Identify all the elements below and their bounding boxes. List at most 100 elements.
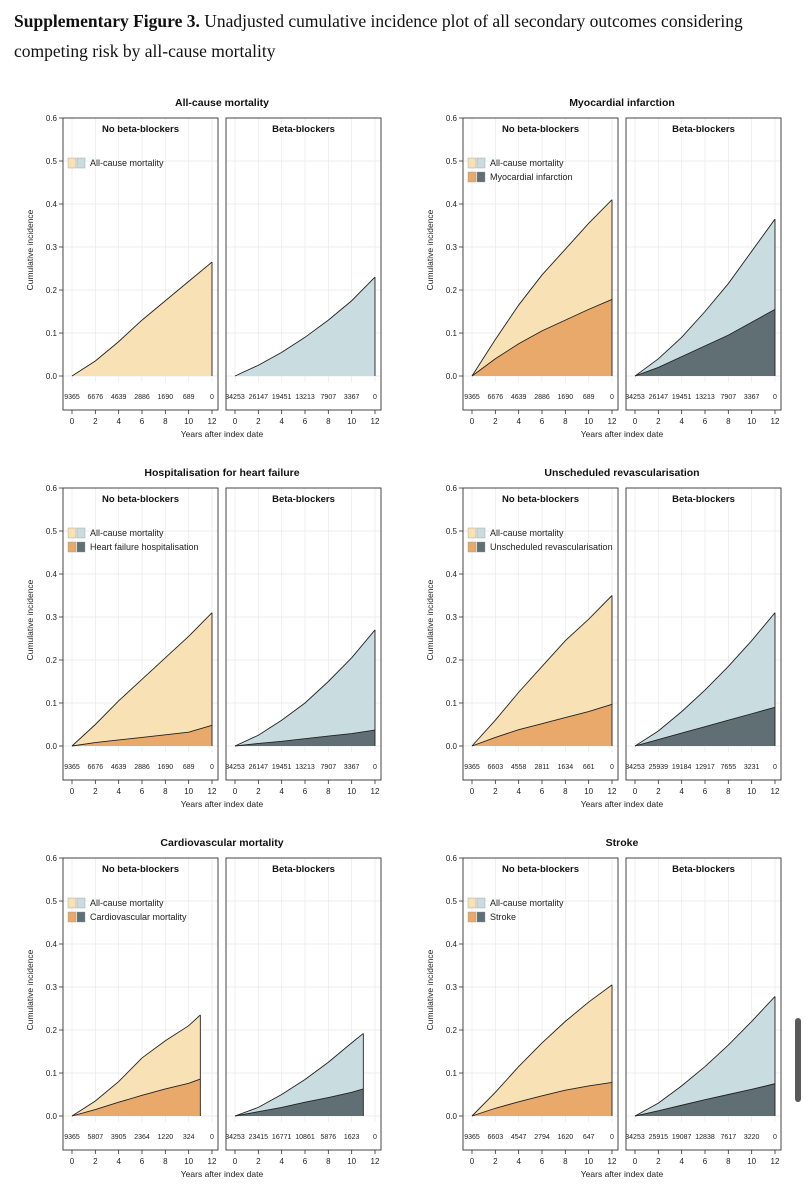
chart-4-bb-xtick-label: 10 bbox=[747, 787, 756, 796]
chart-6-no-bb-risk-count: 2794 bbox=[534, 1134, 550, 1141]
chart-5-legend-swatch-mortality-yes bbox=[76, 897, 86, 909]
chart-4-no-bb-xtick-label: 10 bbox=[584, 787, 593, 796]
chart-3-bb-risk-count: 19451 bbox=[272, 764, 292, 771]
chart-2-no-bb-xtick-label: 0 bbox=[470, 417, 475, 426]
chart-5-no-bb-xtick-label: 12 bbox=[208, 1157, 217, 1166]
chart-2-no-bb-xtick-label: 12 bbox=[608, 417, 617, 426]
chart-5-bb-outcome-line bbox=[234, 1088, 364, 1117]
chart-5-ytick-label: 0.5 bbox=[46, 897, 58, 906]
chart-3-no-bb-risk-count: 9365 bbox=[64, 764, 80, 771]
chart-1-no-bb-frame bbox=[62, 117, 219, 411]
chart-4-bb-frame bbox=[625, 487, 782, 781]
chart-2-bb-group-label: Beta-blockers bbox=[672, 124, 735, 135]
figure-caption-text: Unadjusted cumulative incidence plot of … bbox=[14, 11, 743, 61]
chart-3-bb-xtick-label: 2 bbox=[256, 787, 261, 796]
chart-1-no-bb-risk-count: 6676 bbox=[88, 394, 104, 401]
chart-2-legend-swatch-outcome-no bbox=[467, 171, 477, 183]
chart-3-legend-swatch-mortality-yes bbox=[76, 527, 86, 539]
chart-2-no-bb-xtick-label: 8 bbox=[563, 417, 568, 426]
chart-2-bb-risk-count: 19451 bbox=[672, 394, 692, 401]
chart-5-no-bb-risk-count: 0 bbox=[210, 1134, 214, 1141]
chart-1-bb-xtick-label: 6 bbox=[303, 417, 308, 426]
chart-5-no-bb-xtick-label: 2 bbox=[93, 1157, 98, 1166]
chart-2-legend-outcome: Myocardial infarction bbox=[490, 172, 573, 182]
chart-5-no-bb-xtick-label: 0 bbox=[70, 1157, 75, 1166]
chart-3-no-bb-risk-count: 6676 bbox=[88, 764, 104, 771]
chart-4-no-bb-xtick-label: 12 bbox=[608, 787, 617, 796]
chart-5-no-bb-frame bbox=[62, 857, 219, 1151]
chart-3-legend-swatch-outcome-yes bbox=[76, 541, 86, 553]
chart-3-ylabel: Cumulative incidence bbox=[25, 579, 35, 660]
chart-3-ytick-label: 0.0 bbox=[46, 742, 58, 751]
chart-4-bb-xtick-label: 8 bbox=[726, 787, 731, 796]
chart-6-no-bb-risk-count: 647 bbox=[583, 1134, 595, 1141]
chart-2-ytick-label: 0.1 bbox=[446, 329, 458, 338]
chart-3-no-bb-xtick-label: 8 bbox=[163, 787, 168, 796]
chart-1-bb-mortality-line bbox=[234, 276, 376, 377]
chart-4-no-bb-xtick-label: 2 bbox=[493, 787, 498, 796]
chart-5-bb-risk-count: 23415 bbox=[249, 1134, 269, 1141]
chart-5-no-bb-mortality-line bbox=[71, 1014, 201, 1117]
chart-4-bb-risk-count: 34253 bbox=[625, 764, 645, 771]
chart-3-ytick-label: 0.3 bbox=[46, 613, 58, 622]
chart-5-no-bb-xtick-label: 8 bbox=[163, 1157, 168, 1166]
chart-5-no-bb-risk-count: 3905 bbox=[111, 1134, 127, 1141]
chart-6-xlabel: Years after index date bbox=[581, 1169, 664, 1179]
chart-6-ytick-label: 0.1 bbox=[446, 1069, 458, 1078]
chart-1-legend-swatch-mortality-no bbox=[67, 157, 77, 169]
chart-1-bb-risk-count: 7907 bbox=[321, 394, 337, 401]
chart-6-no-bb-risk-count: 1620 bbox=[558, 1134, 574, 1141]
chart-3-legend-outcome: Heart failure hospitalisation bbox=[90, 542, 199, 552]
chart-6-ytick-label: 0.6 bbox=[446, 854, 458, 863]
chart-3-bb-xtick-label: 4 bbox=[279, 787, 284, 796]
chart-3-bb-outcome-area bbox=[235, 730, 375, 746]
chart-4-bb-outcome-line bbox=[634, 706, 776, 747]
chart-4-legend-mortality: All-cause mortality bbox=[490, 528, 564, 538]
chart-1-ytick-label: 0.3 bbox=[46, 243, 58, 252]
chart-2-ytick-label: 0.6 bbox=[446, 114, 458, 123]
chart-1-no-bb-xtick-label: 0 bbox=[70, 417, 75, 426]
chart-4-bb-risk-count: 0 bbox=[773, 764, 777, 771]
chart-3-no-bb-group-label: No beta-blockers bbox=[102, 494, 179, 505]
chart-6-bb-xtick-label: 6 bbox=[703, 1157, 708, 1166]
page-scrollbar-thumb[interactable] bbox=[795, 1018, 801, 1102]
chart-4-no-bb-mortality-line bbox=[471, 595, 613, 747]
chart-6-no-bb-mortality-area bbox=[472, 984, 612, 1116]
chart-1-bb-frame bbox=[225, 117, 382, 411]
chart-1-bb-risk-count: 19451 bbox=[272, 394, 292, 401]
chart-3-no-bb-xtick-label: 0 bbox=[70, 787, 75, 796]
chart-6-bb-xtick-label: 0 bbox=[633, 1157, 638, 1166]
chart-4-no-bb-frame bbox=[462, 487, 619, 781]
chart-6-ytick-label: 0.5 bbox=[446, 897, 458, 906]
chart-6-bb-xtick-label: 8 bbox=[726, 1157, 731, 1166]
chart-1-bb-xtick-label: 8 bbox=[326, 417, 331, 426]
chart-3-legend-swatch-outcome-no bbox=[67, 541, 77, 553]
chart-2-bb-xtick-label: 2 bbox=[656, 417, 661, 426]
chart-6-no-bb-risk-count: 9365 bbox=[464, 1134, 480, 1141]
chart-2-ytick-label: 0.5 bbox=[446, 157, 458, 166]
chart-2-bb-risk-count: 3367 bbox=[744, 394, 760, 401]
chart-6-no-bb-frame bbox=[462, 857, 619, 1151]
chart-1-no-bb-xtick-label: 4 bbox=[116, 417, 121, 426]
chart-3-no-bb-risk-count: 0 bbox=[210, 764, 214, 771]
chart-4-bb-risk-count: 12917 bbox=[695, 764, 715, 771]
figure-caption: Supplementary Figure 3. Unadjusted cumul… bbox=[14, 6, 774, 66]
chart-4-ytick-label: 0.5 bbox=[446, 527, 458, 536]
chart-3-bb-xtick-label: 12 bbox=[371, 787, 380, 796]
chart-5-title: Cardiovascular mortality bbox=[160, 837, 283, 849]
chart-6-no-bb-risk-count: 6603 bbox=[488, 1134, 504, 1141]
chart-5-legend-swatch-mortality-no bbox=[67, 897, 77, 909]
chart-4-ytick-label: 0.2 bbox=[446, 656, 458, 665]
chart-2-bb-risk-count: 7907 bbox=[721, 394, 737, 401]
chart-6-bb-risk-count: 0 bbox=[773, 1134, 777, 1141]
chart-1-bb-xtick-label: 4 bbox=[279, 417, 284, 426]
chart-6-ytick-label: 0.4 bbox=[446, 940, 458, 949]
chart-2-no-bb-risk-count: 2886 bbox=[534, 394, 550, 401]
chart-2-no-bb-risk-count: 6676 bbox=[488, 394, 504, 401]
chart-1-ylabel: Cumulative incidence bbox=[25, 209, 35, 290]
chart-1-ytick-label: 0.5 bbox=[46, 157, 58, 166]
chart-1-no-bb-mortality-line bbox=[71, 261, 213, 377]
chart-4-no-bb-risk-count: 0 bbox=[610, 764, 614, 771]
chart-2-legend-swatch-outcome-yes bbox=[476, 171, 486, 183]
chart-5-no-bb-risk-count: 9365 bbox=[64, 1134, 80, 1141]
